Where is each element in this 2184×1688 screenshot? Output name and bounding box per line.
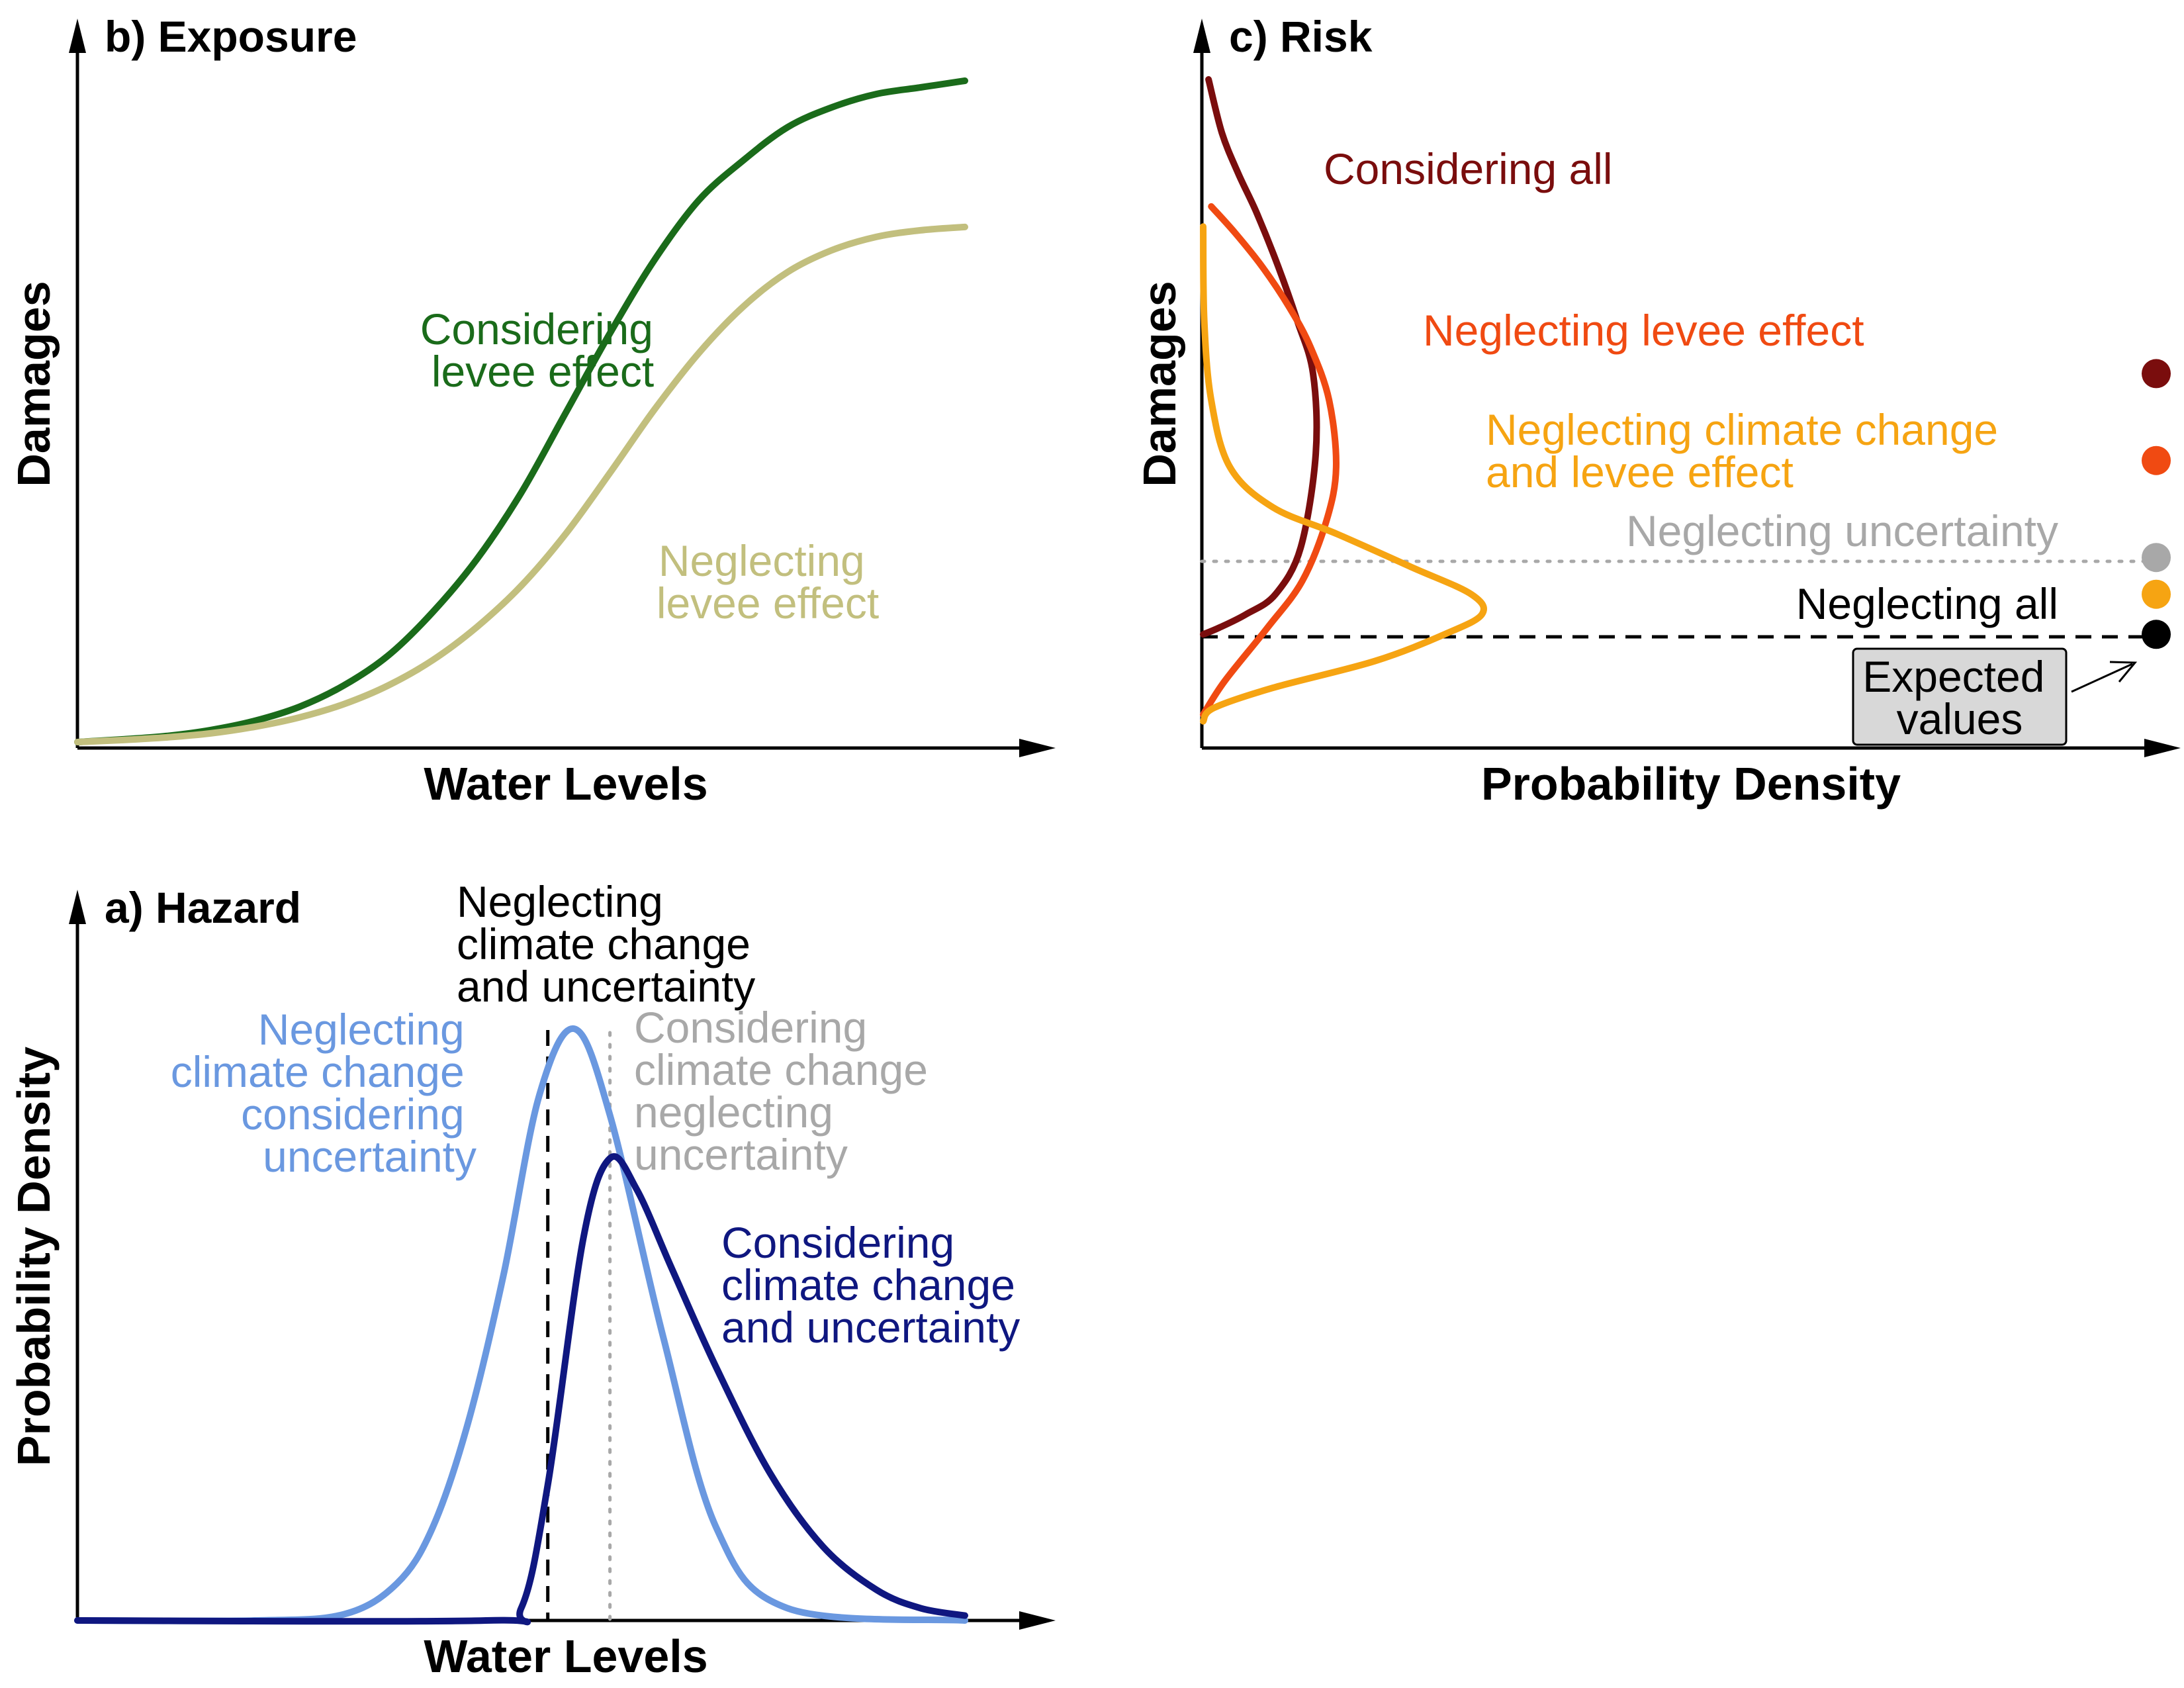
- annotation-line: considering: [241, 1090, 465, 1139]
- expected-value-dot: [2142, 359, 2171, 389]
- neglecting-levee-curve: [1200, 203, 1340, 718]
- considering-levee-annotation: Considering levee effect: [420, 305, 666, 396]
- annotation-line: climate change: [721, 1260, 1015, 1309]
- hazard-y-label: Probability Density: [8, 1047, 60, 1466]
- neglecting-cc-levee-curve: [1200, 223, 1487, 725]
- annotation-line: values: [1897, 694, 2023, 743]
- annotation-line: Neglecting: [258, 1005, 465, 1054]
- expected-value-dot: [2142, 445, 2171, 475]
- annotation-line: climate change: [634, 1045, 928, 1094]
- annotation-line: levee effect: [432, 347, 654, 396]
- neglecting-cc-considering-uncertainty-curve: [74, 1025, 968, 1624]
- exposure-y-label: Damages: [8, 281, 60, 487]
- annotation-line: Considering: [634, 1003, 867, 1052]
- neglecting-cc-levee-label: Neglecting climate change and levee effe…: [1486, 405, 2010, 496]
- neglecting-all-label: Neglecting all: [1796, 579, 2058, 628]
- risk-title: c) Risk: [1229, 12, 1373, 61]
- exposure-x-label: Water Levels: [424, 758, 707, 810]
- expected-values-pointer: [2071, 663, 2133, 693]
- expected-value-dot: [2142, 543, 2171, 573]
- annotation-line: Neglecting climate change: [1486, 405, 1998, 454]
- considering-all-label: Considering all: [1324, 144, 1613, 193]
- annotation-line: Neglecting: [457, 877, 663, 926]
- annotation-line: Considering: [420, 305, 653, 353]
- expected-value-dot: [2142, 620, 2171, 649]
- expected-value-dot: [2142, 579, 2171, 609]
- annotation-line: uncertainty: [634, 1130, 848, 1179]
- risk-x-arrow: [2144, 739, 2181, 757]
- neglecting-levee-label: Neglecting levee effect: [1423, 306, 1864, 355]
- exposure-x-arrow: [1019, 739, 1056, 757]
- neglecting-cc-considering-uncertainty-annotation: Neglecting climate change considering un…: [171, 1005, 477, 1181]
- annotation-line: levee effect: [657, 579, 879, 628]
- exposure-title: b) Exposure: [105, 12, 357, 61]
- expected-values-label: Expected values: [1862, 652, 2057, 743]
- annotation-line: uncertainty: [263, 1132, 477, 1181]
- annotation-line: Considering: [721, 1218, 954, 1267]
- risk-x-label: Probability Density: [1481, 758, 1901, 810]
- considering-cc-uncertainty-curve: [74, 1153, 968, 1626]
- hazard-panel: a) Hazard Water Levels Probability Densi…: [8, 877, 1056, 1682]
- annotation-line: climate change: [457, 919, 751, 968]
- hazard-y-arrow: [69, 890, 86, 924]
- neglecting-uncertainty-label: Neglecting uncertainty: [1626, 506, 2058, 555]
- hazard-x-label: Water Levels: [424, 1630, 707, 1682]
- expected-values-arrowhead: [2109, 661, 2138, 682]
- annotation-line: Expected: [1862, 652, 2044, 701]
- hazard-x-arrow: [1019, 1611, 1056, 1630]
- annotation-line: and uncertainty: [457, 962, 755, 1011]
- hazard-title: a) Hazard: [105, 883, 301, 932]
- annotation-line: neglecting: [634, 1088, 833, 1137]
- neglecting-cc-uncertainty-annotation: Neglecting climate change and uncertaint…: [457, 877, 762, 1011]
- considering-cc-neglecting-uncertainty-annotation: Considering climate change neglecting un…: [634, 1003, 940, 1179]
- expected-values-box: [1852, 647, 2068, 746]
- risk-y-label: Damages: [1134, 281, 1185, 487]
- risk-y-arrow: [1193, 19, 1210, 53]
- neglecting-levee-annotation: Neglecting levee effect: [657, 536, 879, 628]
- considering-levee-curve: [74, 77, 968, 745]
- considering-cc-uncertainty-annotation: Considering climate change and uncertain…: [721, 1218, 1027, 1352]
- risk-panel: c) Risk Probability Density Damages Cons…: [1134, 12, 2181, 810]
- annotation-line: and levee effect: [1486, 447, 1794, 496]
- considering-all-curve: [1200, 76, 1320, 638]
- exposure-y-arrow: [69, 19, 86, 53]
- annotation-line: and uncertainty: [721, 1303, 1020, 1352]
- neglecting-levee-curve: [74, 223, 968, 745]
- exposure-panel: b) Exposure Water Levels Damages Conside…: [8, 12, 1056, 810]
- annotation-line: climate change: [171, 1047, 465, 1096]
- annotation-line: Neglecting: [659, 536, 865, 585]
